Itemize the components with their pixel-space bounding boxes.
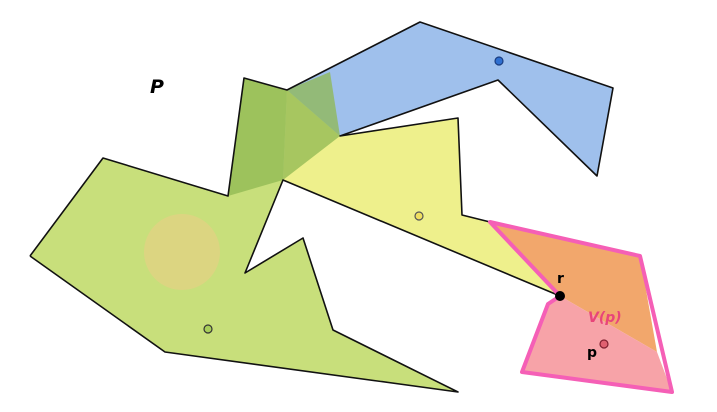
reflex-vertex-marker [555, 291, 565, 301]
pink-region [522, 296, 672, 392]
polygon-label: P [150, 76, 164, 98]
point-label: p [587, 345, 597, 361]
polygon-outline-left [29, 179, 561, 393]
faint-circle [144, 214, 220, 290]
yellow-region [283, 90, 560, 296]
yellow-guard-point [414, 211, 424, 221]
polygon-outline [29, 21, 614, 257]
green-guard-point [203, 324, 213, 334]
visibility-label-prefix: V( [588, 310, 606, 326]
visibility-label: V(p) [588, 310, 622, 326]
point-p-marker [599, 339, 609, 349]
blue-guard-point [494, 56, 504, 66]
visibility-label-var: p [604, 310, 615, 326]
visibility-label-suffix: ) [614, 310, 621, 326]
reflex-label: r [557, 271, 564, 287]
overlap-region [228, 72, 340, 196]
orange-region [490, 222, 657, 352]
green-region [30, 78, 458, 392]
